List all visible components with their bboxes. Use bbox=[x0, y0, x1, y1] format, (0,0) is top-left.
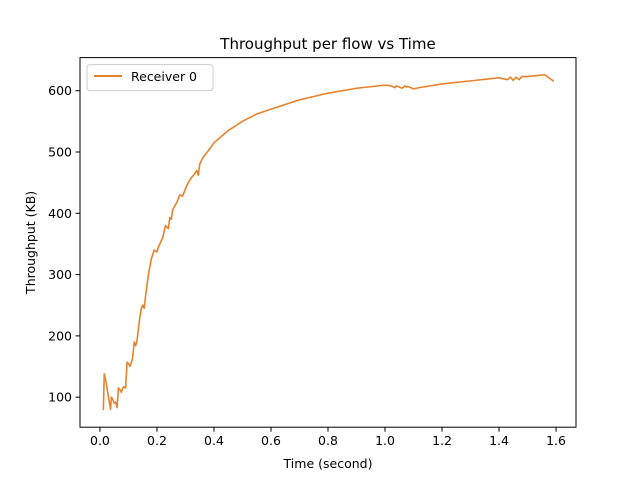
series-line-receiver-0 bbox=[102, 73, 555, 411]
plot-area bbox=[102, 73, 555, 411]
x-tick-label: 1.2 bbox=[432, 433, 452, 448]
x-tick-label: 0.6 bbox=[261, 433, 281, 448]
y-tick-label: 200 bbox=[48, 328, 72, 343]
chart-title: Throughput per flow vs Time bbox=[219, 35, 435, 53]
legend-box bbox=[86, 64, 214, 92]
x-tick-label: 1.0 bbox=[375, 433, 395, 448]
y-axis: 100 200 300 400 500 600 bbox=[48, 83, 80, 405]
x-tick-label: 0.8 bbox=[318, 433, 338, 448]
x-tick-label: 0.0 bbox=[90, 433, 110, 448]
x-tick-label: 1.4 bbox=[489, 433, 509, 448]
x-tick-label: 0.4 bbox=[204, 433, 224, 448]
y-tick-label: 500 bbox=[48, 144, 72, 159]
legend-label-receiver-0: Receiver 0 bbox=[131, 69, 197, 84]
x-tick-label: 0.2 bbox=[147, 433, 167, 448]
y-tick-label: 100 bbox=[48, 390, 72, 405]
x-tick-label: 1.6 bbox=[546, 433, 566, 448]
y-tick-label: 600 bbox=[48, 83, 72, 98]
y-axis-title: Throughput (KB) bbox=[23, 191, 38, 295]
y-tick-label: 400 bbox=[48, 206, 72, 221]
x-axis-title: Time (second) bbox=[283, 456, 373, 471]
x-axis: 0.0 0.2 0.4 0.6 0.8 1.0 1.2 1.4 1.6 bbox=[90, 427, 566, 448]
y-tick-label: 300 bbox=[48, 267, 72, 282]
legend: Receiver 0 bbox=[86, 64, 214, 92]
